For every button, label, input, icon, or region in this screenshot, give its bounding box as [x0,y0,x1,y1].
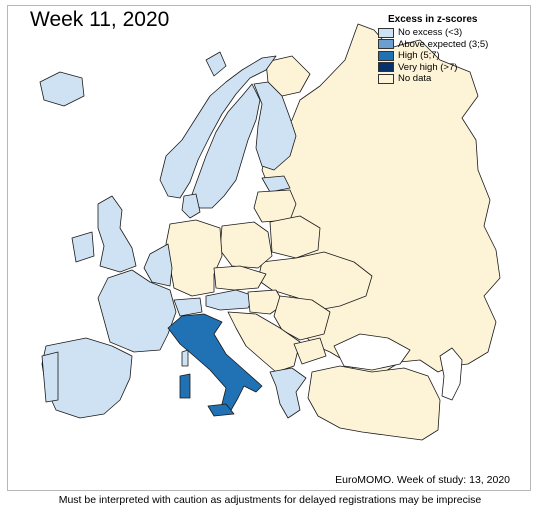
region-italy [167,313,263,413]
legend-label: High (5;7) [398,50,440,62]
legend-title: Excess in z-scores [388,14,478,25]
legend-item: Very high (>7) [378,62,488,74]
region-switzerland [173,297,203,317]
region-turkey [307,365,441,441]
region-czechia [213,265,267,291]
legend-item: No excess (<3) [378,27,488,39]
region-germany [165,219,223,297]
region-bulgaria [293,337,327,365]
legend-swatch [378,62,394,73]
region-poland [219,221,273,269]
legend-item: High (5;7) [378,50,488,62]
legend-swatch [378,27,394,38]
region-caspian [439,347,463,401]
legend: Excess in z-scores No excess (<3) Above … [378,14,488,85]
region-sicily [207,403,235,417]
region-svalbard [205,51,227,77]
map-title: Week 11, 2020 [30,8,170,31]
region-sweden [189,83,261,209]
region-finland [253,81,297,171]
region-corsica [181,349,189,367]
region-estonia [261,175,291,193]
region-sardinia [179,373,191,399]
region-benelux [143,243,173,287]
region-belarus [269,215,321,259]
region-greece [269,367,307,419]
source-note: EuroMOMO. Week of study: 13, 2020 [335,474,510,486]
region-ireland [71,231,95,263]
legend-label: No excess (<3) [398,27,463,39]
region-austria [205,289,255,311]
caveat-note: Must be interpreted with caution as adju… [58,494,482,506]
legend-swatch [378,50,394,61]
legend-item: Above expected (3;5) [378,39,488,51]
legend-swatch [378,73,394,84]
region-ukraine [257,251,373,311]
legend-label: Very high (>7) [398,61,458,73]
region-romania [273,295,331,341]
region-uk [97,195,137,273]
region-denmark [181,193,201,219]
region-black-sea [333,333,411,371]
region-norway [159,55,277,199]
legend-label: No data [398,73,432,85]
legend-label: Above expected (3;5) [398,38,489,50]
region-france [97,269,177,353]
legend-item: No data [378,73,488,85]
legend-swatch [378,39,394,50]
region-iceland [39,71,85,107]
region-portugal [41,351,59,403]
region-baltics [253,189,297,223]
